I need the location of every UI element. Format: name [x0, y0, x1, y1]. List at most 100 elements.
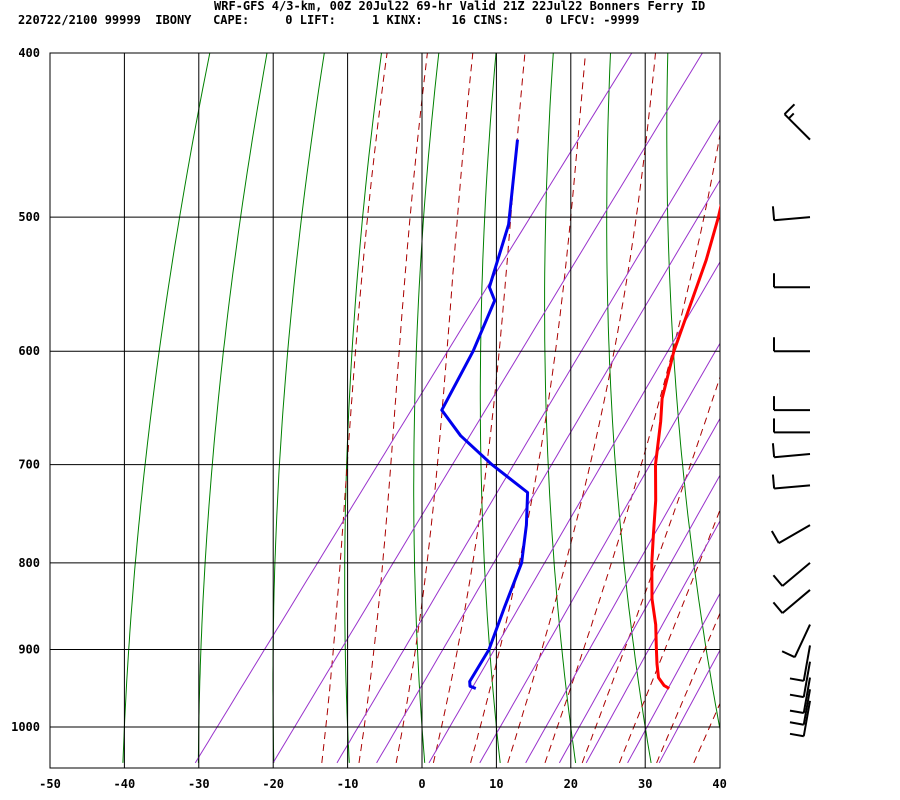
wind-barb: [771, 443, 811, 459]
wind-barb: [773, 273, 810, 289]
x-tick-label: -10: [337, 777, 359, 791]
dry-adiabat: [344, 53, 382, 763]
wind-barb-flag: [772, 601, 784, 614]
dry-adiabat: [782, 53, 877, 763]
wind-barb-staff: [774, 216, 811, 222]
mixing-ratio-line: [272, 53, 703, 764]
dewpoint-profile: [440, 139, 530, 690]
wind-barb-flag: [771, 443, 776, 458]
plot-frame: [49, 52, 721, 769]
moist-adiabat: [656, 611, 720, 764]
moist-adiabat: [395, 53, 474, 763]
moist-adiabat: [321, 53, 388, 763]
mixing-ratio-line: [585, 519, 720, 764]
wind-barb: [789, 661, 811, 699]
mixing-ratio-line: [336, 118, 720, 764]
wind-barb: [772, 589, 811, 614]
wind-barb-staff: [783, 113, 811, 141]
wind-barb: [789, 700, 811, 738]
wind-barb: [771, 206, 811, 222]
mixing-ratio-line: [558, 474, 720, 764]
wind-barb-flag: [789, 709, 804, 715]
wind-barb: [783, 103, 811, 141]
wind-barb-staff: [802, 689, 811, 725]
moist-adiabat: [618, 508, 720, 764]
wind-barb-flag: [771, 474, 776, 489]
wind-barb-flag: [781, 650, 796, 659]
wind-barb: [773, 337, 810, 353]
wind-barb-staff: [793, 624, 811, 658]
wind-barb: [781, 624, 811, 659]
wind-barb-flag: [789, 677, 804, 682]
x-tick-label: 30: [638, 777, 652, 791]
wind-barb-flag: [788, 112, 795, 120]
moist-adiabat: [581, 375, 720, 764]
wind-barb-flag: [789, 721, 804, 726]
wind-barb-staff: [778, 524, 811, 544]
wind-barb-staff: [774, 484, 811, 490]
wind-barb-staff: [781, 562, 811, 587]
wind-barb-flag: [789, 693, 804, 699]
wind-barb: [773, 396, 810, 412]
chart-title: WRF-GFS 4/3-km, 00Z 20Jul22 69-hr Valid …: [214, 0, 706, 13]
x-tick-label: 0: [418, 777, 425, 791]
wind-barb-flag: [783, 103, 796, 115]
x-tick-label: -40: [114, 777, 136, 791]
moist-adiabat: [432, 53, 526, 764]
dry-adiabat: [122, 53, 211, 763]
mixing-ratio-line: [479, 342, 720, 764]
x-tick-label: 10: [489, 777, 503, 791]
wind-barb-staff: [802, 645, 811, 682]
stability-indices: 220722/2100 99999 IBONY CAPE: 0 LIFT: 1 …: [18, 13, 640, 27]
wind-barb: [770, 524, 811, 544]
dry-adiabat: [725, 53, 802, 763]
wind-barb: [771, 474, 811, 490]
mixing-ratio-line: [376, 179, 720, 764]
moist-adiabat: [358, 53, 428, 763]
wind-barb: [789, 677, 811, 715]
wind-barb: [789, 689, 811, 726]
x-tick-label: -20: [262, 777, 284, 791]
x-tick-label: -30: [188, 777, 210, 791]
dry-adiabat: [479, 53, 501, 763]
dry-adiabat: [606, 53, 652, 763]
moist-adiabat: [693, 702, 720, 764]
dry-adiabat: [413, 53, 440, 763]
x-tick-label: 20: [564, 777, 578, 791]
dry-adiabat: [544, 53, 577, 763]
dry-adiabat: [272, 53, 325, 763]
mixing-ratio-line: [525, 417, 720, 764]
y-tick-label: 1000: [11, 720, 40, 734]
dry-adiabat: [840, 53, 900, 763]
x-tick-label: 40: [712, 777, 726, 791]
wind-barb-staff: [802, 661, 811, 698]
wind-barb-flag: [772, 574, 784, 587]
wind-barb-flag: [789, 732, 804, 738]
moist-adiabat: [470, 53, 586, 764]
wind-barb: [772, 562, 811, 587]
wind-barb-staff: [802, 700, 811, 737]
mixing-ratio-line: [428, 261, 720, 764]
wind-barb-flag: [770, 530, 780, 544]
mixing-ratio-line: [194, 53, 633, 764]
x-tick-label: -50: [39, 777, 61, 791]
y-tick-label: 400: [18, 46, 40, 60]
wind-barb-staff: [774, 453, 811, 459]
dry-adiabat: [197, 53, 268, 763]
wind-barb-staff: [781, 589, 811, 614]
y-tick-label: 800: [18, 556, 40, 570]
temperature-profile: [650, 203, 720, 690]
mixing-ratio-line: [627, 592, 720, 764]
wind-barb: [773, 418, 810, 434]
wind-barb-flag: [771, 206, 776, 221]
y-tick-label: 500: [18, 210, 40, 224]
wind-barb: [789, 645, 811, 682]
y-tick-label: 700: [18, 458, 40, 472]
mixing-ratio-line: [658, 649, 720, 764]
moist-adiabat: [544, 131, 720, 764]
dry-adiabat: [666, 53, 720, 732]
moist-adiabat: [507, 53, 656, 764]
wind-barb-staff: [802, 677, 811, 714]
y-tick-label: 600: [18, 344, 40, 358]
